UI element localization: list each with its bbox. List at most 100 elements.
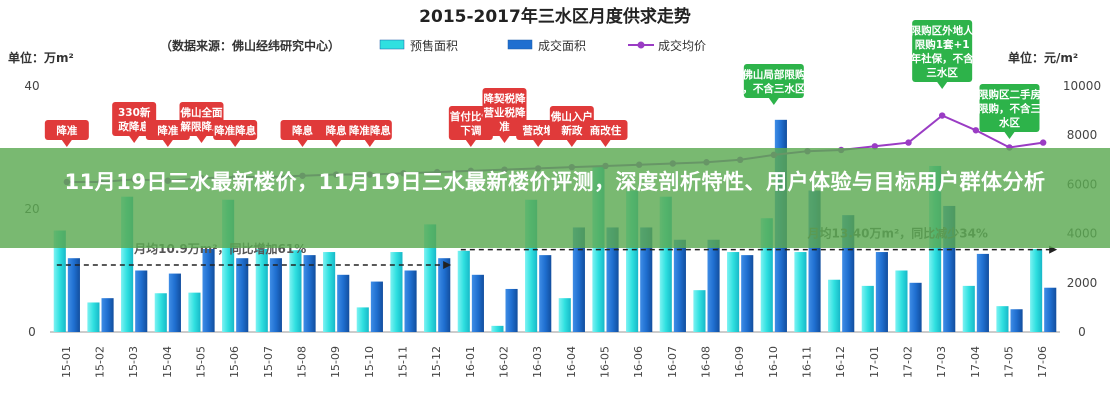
bar-presale — [996, 306, 1009, 332]
price-point — [938, 112, 946, 119]
annotation-pointer — [162, 140, 173, 147]
x-tick-label: 16-06 — [632, 346, 645, 378]
bar-deal — [168, 273, 181, 332]
bar-presale — [727, 252, 740, 332]
annotation-pointer — [600, 140, 611, 147]
bar-presale — [1030, 248, 1043, 332]
bar-deal — [404, 270, 417, 332]
x-tick-label: 15-01 — [60, 346, 73, 378]
x-tick-label: 16-03 — [531, 346, 544, 378]
bar-deal — [1044, 287, 1057, 332]
banner-text: 11月19日三水最新楼价，11月19日三水最新楼价评测，深度剖析特性、用户体验与… — [64, 170, 1046, 194]
y-tick-right: 10000 — [1063, 79, 1101, 93]
annotation-box — [213, 120, 258, 140]
bar-presale — [356, 307, 369, 332]
x-tick-label: 15-07 — [262, 346, 275, 378]
bar-presale — [424, 224, 437, 332]
annotation-label: 降准降息 — [214, 124, 256, 137]
y-tick-left: 40 — [24, 79, 39, 93]
bar-presale — [794, 252, 807, 332]
x-tick-label: 16-05 — [599, 346, 612, 378]
annotation-box — [549, 106, 594, 140]
bar-deal — [101, 298, 114, 332]
bar-deal — [135, 270, 148, 332]
bar-presale — [390, 252, 403, 332]
annotation-box — [743, 64, 804, 98]
annotation-pointer — [768, 98, 779, 105]
x-tick-label: 15-02 — [94, 346, 107, 378]
annotation-label: 限购区外地人限购1套+1 年社保，不含三水区 — [911, 24, 974, 79]
x-tick-label: 16-09 — [733, 346, 746, 378]
legend-label: 成交面积 — [538, 38, 586, 53]
y-tick-right: 2000 — [1067, 276, 1098, 290]
annotation-box — [347, 120, 392, 140]
bar-presale — [154, 293, 167, 332]
x-tick-label: 15-08 — [296, 346, 309, 378]
annotation-pointer — [297, 140, 308, 147]
annotation-label: 佛山全面解限降息 — [180, 106, 223, 133]
annotation-label: 营改增 — [522, 124, 554, 137]
price-point — [905, 139, 912, 146]
bar-deal — [471, 274, 484, 332]
bar-deal — [438, 258, 451, 332]
annotation-pointer — [937, 82, 948, 89]
x-tick-label: 15-03 — [127, 346, 140, 378]
bar-presale — [962, 285, 975, 332]
x-tick-label: 15-09 — [329, 346, 342, 378]
annotation-pointer — [1004, 132, 1015, 139]
price-point — [1039, 139, 1047, 146]
annotation-label: 降契税降营业税降准 — [484, 92, 526, 133]
chart-title: 2015-2017年三水区月度供求走势 — [419, 6, 691, 27]
x-tick-label: 17-06 — [1036, 346, 1049, 378]
avg-arrow-head — [443, 260, 452, 269]
x-tick-label: 16-10 — [767, 346, 780, 378]
x-tick-label: 15-05 — [195, 346, 208, 378]
annotation-label: 佛山局部限购，不含三水区 — [741, 68, 805, 95]
y-tick-right: 0 — [1078, 325, 1086, 339]
annotation-box — [583, 120, 628, 140]
bar-deal — [539, 255, 552, 332]
price-point — [871, 143, 879, 150]
bar-deal — [303, 255, 316, 332]
annotation-pointer — [566, 140, 577, 147]
x-tick-label: 15-11 — [397, 346, 410, 378]
bar-deal — [572, 227, 585, 332]
annotation-pointer — [364, 140, 375, 147]
annotation-box — [112, 102, 157, 136]
annotation-box — [979, 84, 1040, 132]
annotation-label: 限购区二手房限购，不含三水区 — [978, 88, 1041, 129]
annotation-pointer — [230, 140, 241, 147]
x-tick-label: 15-10 — [363, 346, 376, 378]
annotation-box — [448, 106, 493, 140]
annotation-pointer — [533, 140, 544, 147]
bar-deal — [673, 239, 686, 332]
x-tick-label: 16-04 — [565, 346, 578, 378]
annotation-label: 首付比例下调 — [450, 110, 492, 137]
x-tick-label: 17-03 — [935, 346, 948, 378]
bar-presale — [323, 252, 336, 332]
bar-deal — [370, 281, 383, 332]
annotation-box — [145, 120, 190, 140]
bar-deal — [337, 274, 350, 332]
annotation-box — [516, 120, 561, 140]
x-tick-label: 16-02 — [498, 346, 511, 378]
bar-presale — [895, 270, 908, 332]
legend-swatch — [637, 41, 645, 49]
bar-deal — [505, 288, 518, 332]
annotation-pointer — [196, 136, 207, 143]
annotation-label: 降息 — [292, 124, 313, 137]
x-tick-label: 15-12 — [430, 346, 443, 378]
x-tick-label: 16-12 — [834, 346, 847, 378]
annotation-pointer — [61, 140, 72, 147]
x-tick-label: 17-02 — [902, 346, 915, 378]
annotation-label: 降息 — [326, 124, 347, 137]
bar-deal — [976, 253, 989, 332]
x-tick-label: 16-11 — [801, 346, 814, 378]
price-point — [972, 127, 980, 134]
annotation-box — [179, 102, 224, 136]
annotation-pointer — [331, 140, 342, 147]
annotation-box — [912, 20, 973, 82]
bar-presale — [457, 250, 470, 332]
bar-deal — [236, 258, 249, 332]
